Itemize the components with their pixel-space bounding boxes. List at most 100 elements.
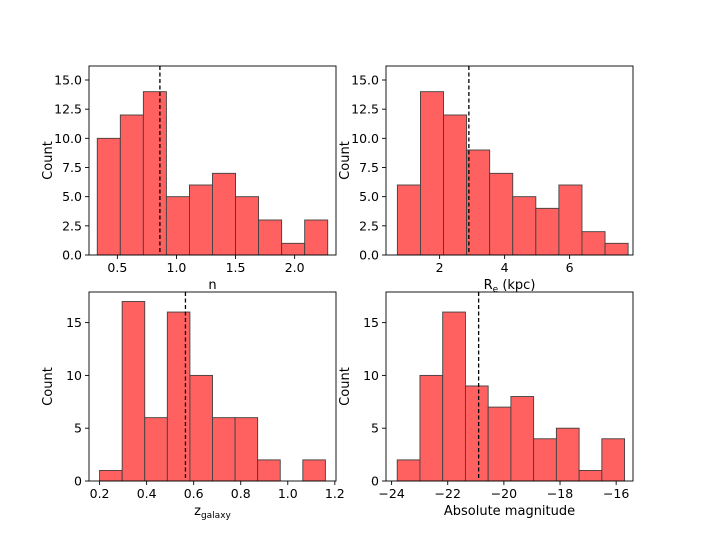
histogram-bar: [420, 91, 444, 256]
x-axis-label: zgalaxy: [194, 504, 231, 521]
x-axis-label: n: [208, 278, 216, 293]
histogram-bar: [281, 242, 306, 256]
x-tick-label: 1.2: [325, 486, 345, 501]
y-axis-label: Count: [338, 367, 353, 406]
x-axis-label-unit: (kpc): [498, 278, 535, 293]
histogram-bar: [443, 114, 468, 256]
histogram-bar: [258, 219, 283, 256]
histogram-bar: [121, 301, 146, 482]
histogram-bar: [466, 149, 491, 256]
histogram-bar: [212, 417, 236, 482]
histogram-bar: [235, 196, 260, 256]
histogram-bar: [396, 459, 421, 482]
histogram-panel-bottom-right: −24 −22 −20 −18 −16 0 5 10 15 Absolute magnitude C…: [338, 291, 634, 519]
x-axis-label-main: z: [194, 504, 201, 519]
y-tick-label: 15.0: [351, 73, 379, 88]
x-tick-label: 2: [436, 260, 444, 275]
histogram-bar: [304, 219, 329, 256]
histogram-bar: [119, 114, 144, 256]
y-tick-label: 5.0: [359, 189, 379, 204]
histogram-bar: [212, 172, 236, 256]
axes-frame: [385, 291, 634, 482]
histogram-bar: [165, 196, 190, 256]
axes-frame: [88, 291, 337, 482]
x-tick-label: 1.5: [226, 260, 246, 275]
x-tick-label: 0.4: [137, 486, 157, 501]
histogram-bar: [96, 137, 121, 256]
histogram-bar: [581, 231, 606, 256]
y-tick-label: 12.5: [54, 102, 82, 117]
histogram-bar: [189, 374, 213, 482]
x-axis-label: Absolute magnitude: [444, 504, 575, 519]
histogram-bar: [510, 396, 535, 482]
y-tick-label: 10: [66, 368, 82, 383]
x-tick-label: 2.0: [285, 260, 305, 275]
y-tick-label: 10: [363, 368, 379, 383]
y-axis-label: Count: [41, 367, 56, 406]
axes-frame: [385, 65, 634, 256]
x-tick-label: 6: [566, 260, 574, 275]
histogram-bar: [166, 311, 191, 482]
histogram-panel-top-left: 0.5 1.0 1.5 2.0 0.0 2.5 5.0 7.5 10.0 12.5 15.0 n Cou…: [41, 65, 337, 293]
y-tick-label: 0: [371, 474, 379, 489]
x-tick-label: 0.8: [231, 486, 251, 501]
histogram-bar: [442, 311, 466, 482]
x-tick-label: −24: [378, 486, 404, 501]
histogram-bar: [257, 459, 281, 482]
y-axis-label: Count: [41, 141, 56, 180]
y-tick-label: 7.5: [359, 160, 379, 175]
histogram-bar: [464, 385, 489, 482]
y-tick-label: 15: [363, 315, 379, 330]
y-tick-label: 7.5: [62, 160, 82, 175]
y-tick-label: 5: [371, 421, 379, 436]
histogram-bar: [189, 184, 213, 256]
y-tick-label: 12.5: [351, 102, 379, 117]
x-axis-label-subscript: e: [493, 285, 499, 295]
histogram-bar: [601, 438, 626, 482]
x-axis-label-subscript: galaxy: [201, 511, 232, 521]
y-tick-label: 10.0: [351, 131, 379, 146]
histogram-panel-top-right: 2 4 6 0.0 2.5 5.0 7.5 10.0 12.5 15.0 Re (kpc) Count: [338, 65, 634, 295]
axes-frame: [88, 65, 337, 256]
x-tick-label: 1.0: [278, 486, 298, 501]
x-tick-label: −20: [491, 486, 517, 501]
y-tick-label: 2.5: [62, 218, 82, 233]
histogram-bar: [396, 184, 421, 256]
histogram-bar: [419, 374, 444, 482]
x-tick-label: 0.5: [107, 260, 127, 275]
y-tick-label: 0.0: [359, 248, 379, 263]
x-axis-label: Re (kpc): [484, 278, 536, 295]
histogram-bar: [489, 172, 514, 256]
x-tick-label: −18: [547, 486, 573, 501]
histogram-bar: [558, 184, 583, 256]
y-tick-label: 15.0: [54, 73, 82, 88]
x-tick-label: 4: [501, 260, 509, 275]
histogram-bar: [234, 417, 259, 482]
y-axis-label: Count: [338, 141, 353, 180]
y-tick-label: 0: [74, 474, 82, 489]
y-tick-label: 15: [66, 315, 82, 330]
histogram-bar: [578, 469, 603, 482]
histogram-bar: [512, 196, 537, 256]
x-tick-label: −16: [603, 486, 629, 501]
histogram-bar: [555, 427, 580, 482]
y-tick-label: 0.0: [62, 248, 82, 263]
histogram-bar: [487, 406, 512, 482]
x-tick-label: 1.0: [167, 260, 187, 275]
histogram-bar: [604, 242, 629, 256]
histogram-bar: [535, 207, 560, 256]
histogram-bar: [144, 417, 168, 482]
histogram-bar: [142, 91, 167, 256]
histogram-panel-bottom-left: 0.2 0.4 0.6 0.8 1.0 1.2 0 5 10 15 zgalaxy Count: [41, 291, 345, 521]
y-tick-label: 10.0: [54, 131, 82, 146]
y-tick-label: 5: [74, 421, 82, 436]
histogram-bar: [533, 438, 557, 482]
histogram-bar: [302, 459, 326, 482]
x-tick-label: 0.6: [184, 486, 204, 501]
y-tick-label: 5.0: [62, 189, 82, 204]
y-tick-label: 2.5: [359, 218, 379, 233]
histogram-bar: [99, 469, 123, 482]
x-axis-label-main: R: [484, 278, 493, 293]
x-tick-label: −22: [435, 486, 461, 501]
